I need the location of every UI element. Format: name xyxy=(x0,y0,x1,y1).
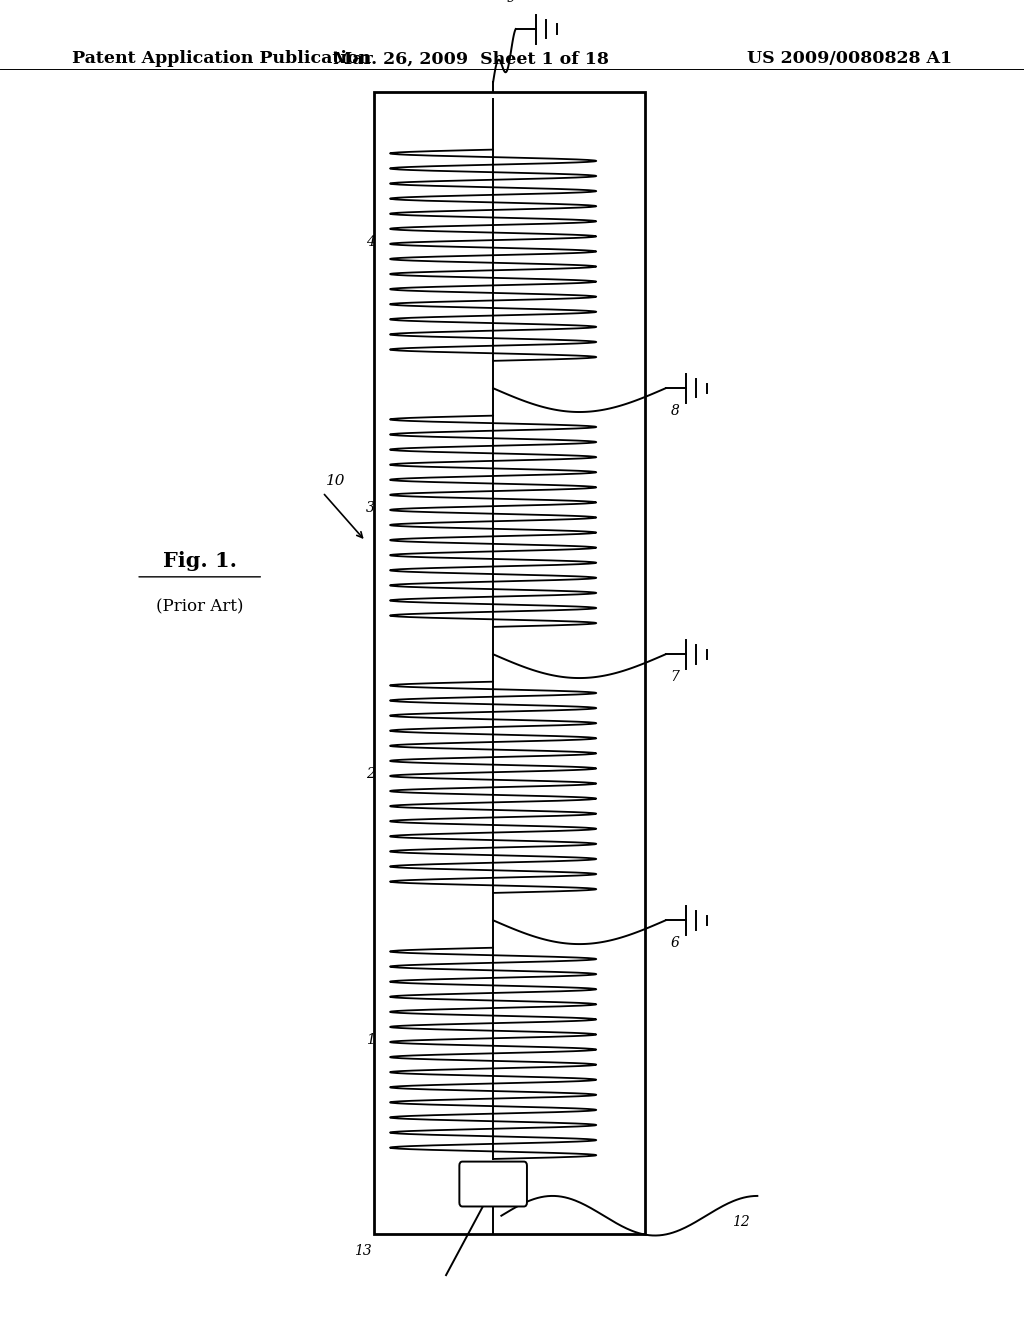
Text: 3: 3 xyxy=(366,502,375,515)
Text: 10: 10 xyxy=(326,474,345,488)
Text: 6: 6 xyxy=(671,936,680,950)
Text: US 2009/0080828 A1: US 2009/0080828 A1 xyxy=(748,50,952,67)
Text: 4: 4 xyxy=(366,235,375,249)
Text: 12: 12 xyxy=(732,1216,750,1229)
Text: 7: 7 xyxy=(671,671,680,684)
Text: 1: 1 xyxy=(366,1034,375,1047)
Text: 5: 5 xyxy=(502,1183,510,1196)
Text: (Prior Art): (Prior Art) xyxy=(156,598,244,615)
Text: 13: 13 xyxy=(354,1245,372,1258)
Text: 2: 2 xyxy=(366,767,375,781)
Bar xyxy=(374,92,645,1234)
Text: 9: 9 xyxy=(506,0,515,5)
Text: Patent Application Publication: Patent Application Publication xyxy=(72,50,371,67)
Text: 8: 8 xyxy=(671,404,680,418)
FancyBboxPatch shape xyxy=(460,1162,527,1206)
Text: Mar. 26, 2009  Sheet 1 of 18: Mar. 26, 2009 Sheet 1 of 18 xyxy=(333,50,609,67)
Text: Fig. 1.: Fig. 1. xyxy=(163,550,237,572)
